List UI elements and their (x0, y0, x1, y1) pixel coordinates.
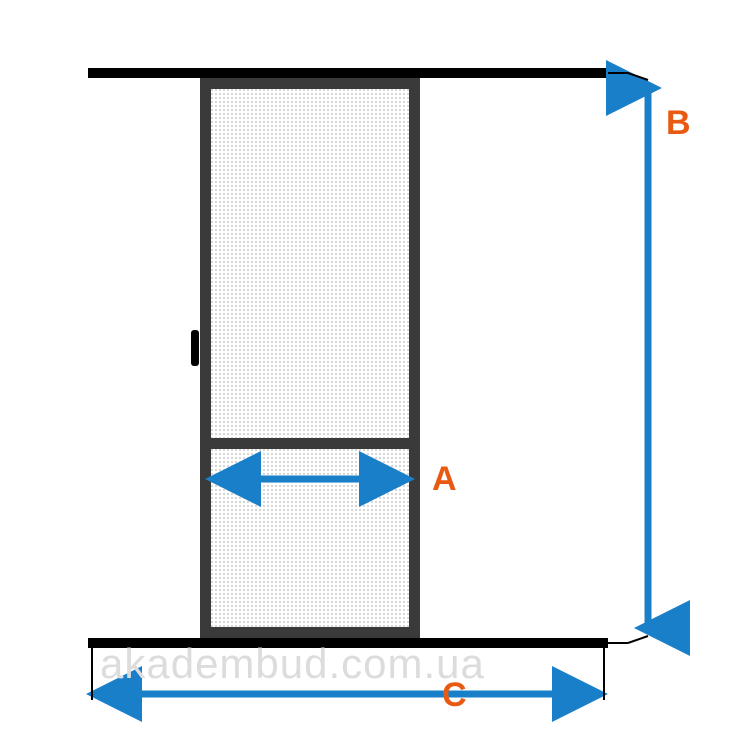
door-divider-bar (211, 438, 409, 449)
sliding-door-frame (200, 78, 420, 638)
dimension-label-b: B (666, 104, 691, 143)
top-rail (88, 68, 608, 78)
mesh-panel-upper (211, 89, 409, 438)
dimension-label-a: A (432, 460, 457, 499)
dimension-label-c: C (442, 676, 467, 715)
door-handle (191, 330, 199, 366)
mesh-panel-lower (211, 449, 409, 627)
bottom-rail (88, 638, 608, 648)
